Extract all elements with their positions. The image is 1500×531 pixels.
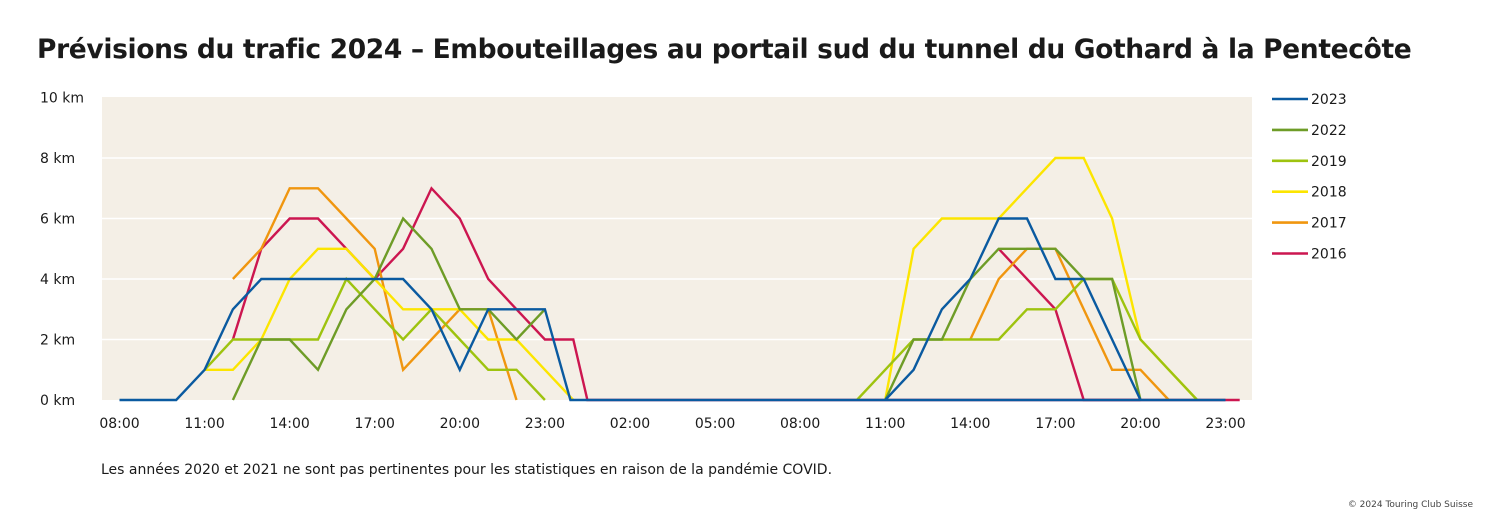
covid-note: Les années 2020 et 2021 ne sont pas pert… — [101, 462, 833, 478]
plot-background — [102, 97, 1252, 400]
x-axis-ticks: 08:00 11:00 14:00 17:00 20:00 23:00 02:00 05:00… — [99, 416, 1245, 432]
legend-label-2016: 2016 — [1311, 247, 1347, 263]
x-tick-label: 08:00 — [99, 416, 139, 432]
copyright-text: © 2024 Touring Club Suisse — [1347, 500, 1473, 510]
x-tick-label: 11:00 — [865, 416, 905, 432]
legend-label-2023: 2023 — [1311, 92, 1347, 108]
x-tick-label: 23:00 — [1205, 416, 1245, 432]
legend-label-2022: 2022 — [1311, 123, 1347, 139]
chart-title: Prévisions du trafic 2024 – Embouteillag… — [37, 34, 1412, 65]
x-tick-label: 08:00 — [780, 416, 820, 432]
y-tick-label: 8 km — [40, 151, 75, 167]
series-line-2018 — [204, 247, 575, 401]
x-tick-label: 14:00 — [269, 416, 309, 432]
y-tick-label: 6 km — [40, 212, 75, 228]
series-line-2023 — [119, 277, 1226, 402]
y-tick-label: 4 km — [40, 272, 75, 288]
x-tick-label: 02:00 — [610, 416, 650, 432]
series-lines — [119, 156, 1240, 402]
series-line-2023 — [884, 217, 1142, 401]
x-tick-label: 17:00 — [1035, 416, 1075, 432]
series-line-2022 — [231, 216, 546, 401]
x-tick-label: 17:00 — [355, 416, 395, 432]
y-axis-ticks: 0 km 2 km 4 km 6 km 8 km 10 km — [40, 91, 84, 410]
x-tick-label: 20:00 — [1120, 416, 1160, 432]
y-tick-label: 0 km — [40, 393, 75, 409]
series-line-2016 — [231, 186, 1240, 402]
x-tick-label: 23:00 — [525, 416, 565, 432]
legend-label-2019: 2019 — [1311, 154, 1347, 170]
legend: 2023 2022 2019 2018 2017 2016 — [1272, 92, 1347, 263]
x-tick-label: 14:00 — [950, 416, 990, 432]
legend-label-2017: 2017 — [1311, 216, 1347, 232]
x-tick-label: 05:00 — [695, 416, 735, 432]
x-tick-label: 20:00 — [440, 416, 480, 432]
y-tick-label: 2 km — [40, 333, 75, 349]
x-tick-label: 11:00 — [184, 416, 224, 432]
legend-label-2018: 2018 — [1311, 185, 1347, 201]
y-tick-label: 10 km — [40, 91, 84, 107]
